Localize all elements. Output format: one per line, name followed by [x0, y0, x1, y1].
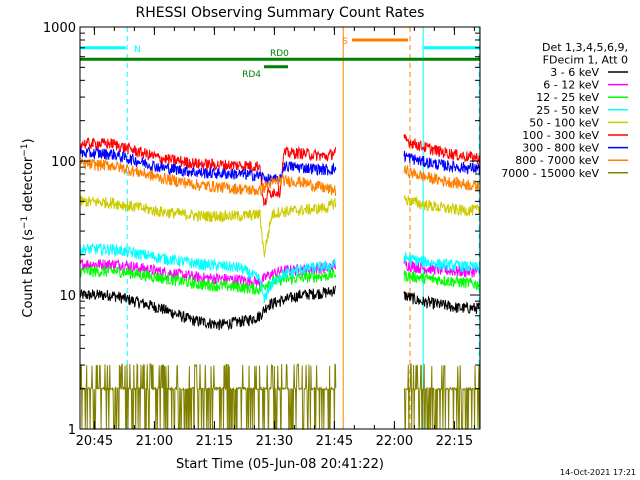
x-tick-label: 21:30 [256, 434, 293, 449]
series-line-6-12-kev-seg1 [403, 259, 481, 278]
series-line-25-50-kev-seg1 [403, 251, 481, 273]
x-tick-label: 20:45 [76, 434, 113, 449]
series-800-7000-kev [79, 157, 481, 197]
chart-title: RHESSI Observing Summary Count Rates [136, 5, 425, 21]
x-tick-label: 21:45 [316, 434, 353, 449]
legend-label-50-100-kev: 50 - 100 keV [529, 116, 599, 129]
series-line-3-6-kev-seg1 [403, 291, 481, 314]
series-line-800-7000-kev-seg0 [79, 157, 337, 197]
legend-label-12-25-kev: 12 - 25 keV [536, 91, 599, 104]
x-tick-label: 22:00 [376, 434, 413, 449]
series-layer [79, 134, 481, 431]
annotation-label-s: S [342, 37, 348, 47]
y-tick-label: 1000 [43, 21, 76, 36]
legend-label-25-50-kev: 25 - 50 keV [536, 104, 599, 117]
annotation-label-rd4: RD4 [242, 70, 261, 80]
plot-frame [79, 26, 481, 430]
legend-label-3-6-kev: 3 - 6 keV [550, 66, 599, 79]
series-line-7000-15000-kev-seg1 [403, 363, 480, 431]
annotation-layer: N S RD0 RD4 [79, 27, 480, 429]
series-line-3-6-kev-seg0 [79, 285, 337, 331]
legend-label-7000-15000-kev: 7000 - 15000 keV [501, 167, 599, 180]
series-50-100-kev [79, 194, 480, 258]
series-line-50-100-kev-seg1 [403, 194, 480, 217]
series-line-12-25-kev-seg1 [403, 270, 481, 291]
legend-label-300-800-kev: 300 - 800 keV [522, 142, 599, 155]
series-300-800-kev [79, 146, 481, 186]
series-line-50-100-kev-seg0 [79, 195, 337, 258]
x-axis-label: Start Time (05-Jun-08 20:41:22) [176, 457, 384, 472]
legend-label-100-300-kev: 100 - 300 keV [522, 129, 599, 142]
series-line-300-800-kev-seg0 [79, 146, 337, 186]
x-tick-label: 21:15 [196, 434, 233, 449]
series-25-50-kev [79, 243, 481, 303]
legend-header: Det 1,3,4,5,6,9, [542, 41, 628, 54]
axes-layer: 1 10 100 1000 20:45 21:00 21:15 21:30 21:45 22:00… [43, 21, 480, 449]
legend-label-6-12-kev: 6 - 12 keV [543, 79, 599, 92]
x-tick-label: 22:15 [436, 434, 473, 449]
series-line-800-7000-kev-seg1 [403, 164, 481, 192]
annotation-label-n: N [134, 45, 141, 55]
series-line-7000-15000-kev-seg0 [79, 362, 337, 431]
legend-label-800-7000-kev: 800 - 7000 keV [515, 154, 599, 167]
series-line-100-300-kev-seg0 [79, 137, 337, 207]
series-line-25-50-kev-seg0 [79, 243, 337, 303]
legend: Det 1,3,4,5,6,9,FDecim 1, Att 03 - 6 keV… [501, 41, 628, 180]
series-line-100-300-kev-seg1 [403, 134, 481, 164]
y-tick-label: 1 [68, 423, 76, 438]
timestamp: 14-Oct-2021 17:21 [560, 468, 636, 477]
annotation-label-rd0: RD0 [270, 49, 289, 59]
series-100-300-kev [79, 134, 481, 207]
legend-header: FDecim 1, Att 0 [543, 54, 628, 67]
series-line-300-800-kev-seg1 [403, 150, 481, 175]
series-7000-15000-kev [79, 362, 480, 431]
y-tick-label: 10 [59, 289, 76, 304]
series-3-6-kev [79, 285, 481, 331]
y-tick-label: 100 [51, 155, 76, 170]
x-tick-label: 21:00 [136, 434, 173, 449]
y-axis-label: Count Rate (s−1 detector−1) [20, 138, 36, 317]
